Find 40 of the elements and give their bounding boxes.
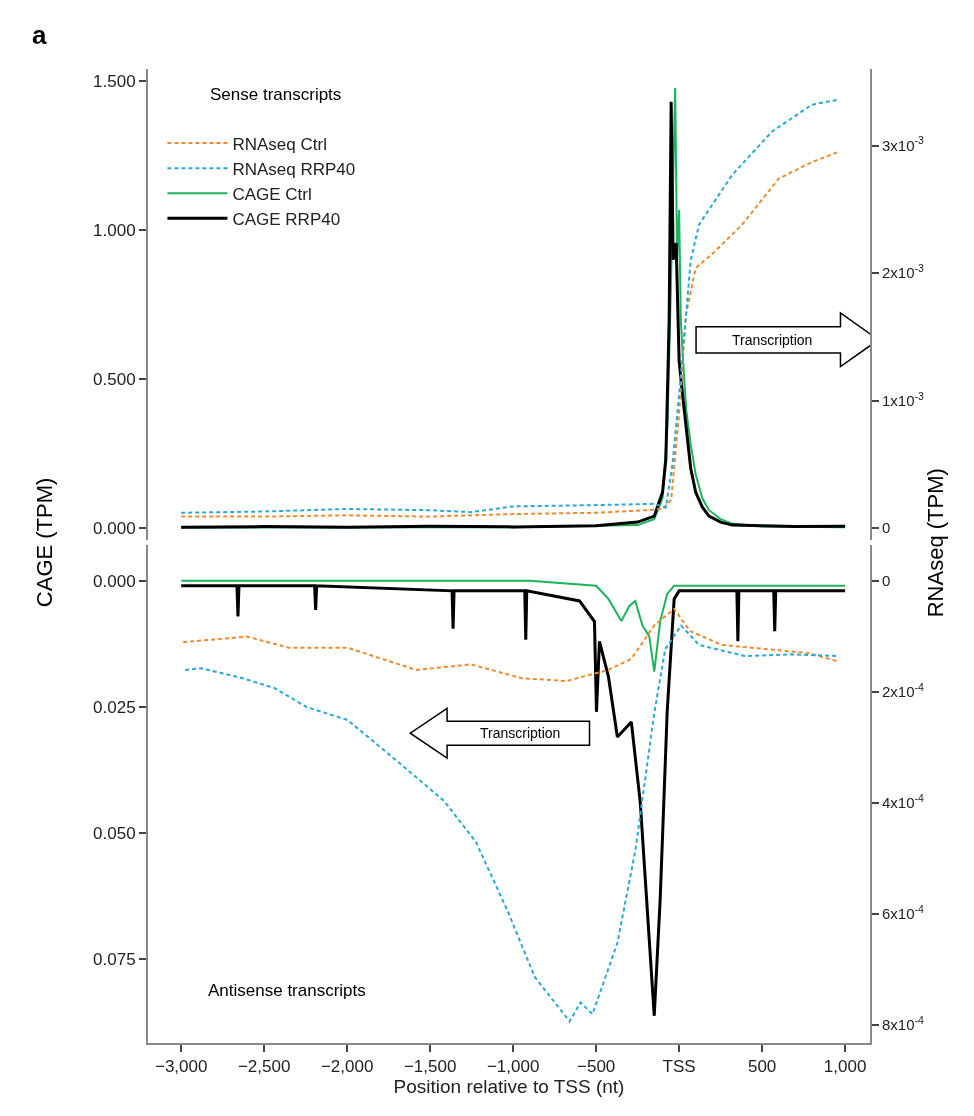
y2-tick-label: 3x10$^{-3}$ <box>882 134 925 154</box>
y-tick-label: 1.500 <box>93 71 136 91</box>
x-tick-label: −1,000 <box>486 1057 540 1077</box>
legend-label: RNAseq RRP40 <box>232 159 356 179</box>
legend-label: CAGE Ctrl <box>232 184 312 204</box>
y-tick-label: 0.025 <box>93 697 136 717</box>
x-tick-label: TSS <box>662 1057 696 1077</box>
x-axis-title: Position relative to TSS (nt) <box>393 1076 625 1098</box>
x-tick-label: 500 <box>747 1057 777 1077</box>
x-tick-label: −3,000 <box>154 1057 208 1077</box>
y-tick-label: 0.050 <box>93 823 136 843</box>
line-series <box>180 579 847 673</box>
y2-tick-label: 2x10$^{-4}$ <box>882 681 925 701</box>
y2-axis-title: RNAseq (TPM) <box>922 468 948 618</box>
x-tick-label: −2,000 <box>320 1057 374 1077</box>
x-tick-label: −1,500 <box>403 1057 457 1077</box>
annotation: Sense transcripts <box>210 85 342 104</box>
y2-tick-label: 2x10$^{-3}$ <box>882 261 925 282</box>
y-tick-label: 1.000 <box>93 220 136 240</box>
y-tick-label: 0.500 <box>93 369 136 389</box>
x-tick-label: 1,000 <box>823 1057 867 1077</box>
y-tick-label: 0.000 <box>93 519 136 539</box>
y2-tick-label: 1x10$^{-3}$ <box>882 389 925 409</box>
line-series <box>182 607 840 683</box>
y2-tick-label: 6x10$^{-4}$ <box>882 903 925 923</box>
y2-tick-label: 8x10$^{-4}$ <box>882 1014 925 1034</box>
annotation: Antisense transcripts <box>208 981 366 1000</box>
legend-label: RNAseq Ctrl <box>232 134 327 154</box>
y2-tick-label: 0 <box>882 572 891 590</box>
annotation: Transcription <box>480 725 561 741</box>
x-tick-label: −2,500 <box>237 1057 291 1077</box>
y-axis-title: CAGE (TPM) <box>32 477 58 608</box>
y2-tick-label: 0 <box>882 519 891 537</box>
y-tick-label: 0.000 <box>93 571 136 591</box>
y-tick-label: 0.075 <box>93 949 136 969</box>
x-tick-label: −500 <box>576 1057 616 1077</box>
y2-tick-label: 4x10$^{-4}$ <box>882 792 925 812</box>
legend-label: CAGE RRP40 <box>232 210 341 229</box>
annotation: Transcription <box>732 332 813 348</box>
text: a <box>32 20 47 50</box>
